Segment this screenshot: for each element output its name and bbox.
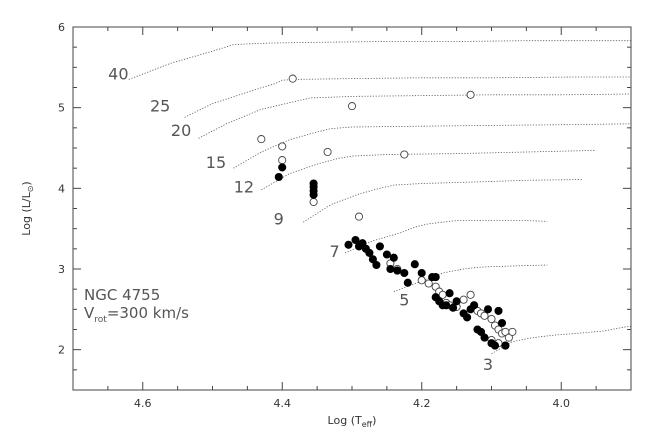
filled-star-point-37 <box>480 333 489 342</box>
filled-star-point-42 <box>497 318 507 328</box>
y-tick-label: 6 <box>58 21 65 34</box>
track-label-5: 5 <box>399 290 409 309</box>
rotation-velocity-sub: rot <box>94 315 107 325</box>
x-tick-label: 4.4 <box>274 397 292 410</box>
filled-star-point-15 <box>382 250 391 259</box>
open-star-point-6 <box>323 147 332 157</box>
filled-star-point-29 <box>449 303 458 312</box>
open-star-point-2 <box>466 90 475 99</box>
track-label-40: 40 <box>108 64 128 83</box>
track-40-msun <box>128 40 631 80</box>
track-label-9: 9 <box>274 210 284 229</box>
open-star-point-20 <box>459 295 468 304</box>
rotation-velocity-symbol: V <box>84 304 95 322</box>
y-tick-label: 2 <box>58 344 65 357</box>
filled-star-point-30 <box>452 297 461 306</box>
y-tick-label: 3 <box>58 263 65 276</box>
rotation-velocity-value: =300 km/s <box>107 304 189 322</box>
x-tick-label: 4.2 <box>413 397 431 410</box>
open-star-point-4 <box>278 142 287 151</box>
open-star-point-1 <box>347 102 357 111</box>
x-axis-title-sub: eff <box>362 420 373 429</box>
y-tick-label: 5 <box>58 102 65 115</box>
y-axis-title-sub: ⊙ <box>26 186 35 193</box>
filled-star-point-38 <box>483 305 493 314</box>
track-label-12: 12 <box>234 177 254 196</box>
x-axis-title-close: ) <box>372 414 376 427</box>
open-star-point-5 <box>278 156 287 165</box>
filled-star-point-44 <box>442 301 451 310</box>
track-20-msun <box>198 93 632 139</box>
filled-star-point-5 <box>309 190 318 199</box>
open-star-point-31 <box>504 333 513 342</box>
y-axis-title-close: ) <box>20 181 33 185</box>
track-label-3: 3 <box>483 355 493 374</box>
x-tick-label: 4.6 <box>134 397 152 410</box>
x-axis: 4.6 4.4 4.2 4.0 <box>72 27 632 410</box>
filled-star-point-16 <box>386 264 395 274</box>
open-star-point-3 <box>257 135 266 144</box>
filled-star-point-24 <box>431 273 440 282</box>
filled-star-point-22 <box>417 268 426 278</box>
filled-star-point-14 <box>375 242 384 251</box>
open-star-point-16 <box>438 290 447 299</box>
open-star-point-9 <box>354 212 364 221</box>
track-label-25: 25 <box>150 97 170 116</box>
filled-star-point-21 <box>410 260 419 269</box>
filled-star-point-1 <box>274 172 283 182</box>
filled-star-point-17 <box>389 253 398 262</box>
filled-star-point-43 <box>501 341 510 350</box>
open-star-point-35 <box>508 327 517 336</box>
x-tick-label: 4.0 <box>553 397 571 410</box>
filled-star-point-36 <box>476 327 486 336</box>
open-star-point-0 <box>288 74 297 83</box>
filled-star-point-32 <box>463 313 472 322</box>
evolutionary-tracks <box>128 40 632 355</box>
filled-star-point-20 <box>403 278 412 287</box>
open-star-point-21 <box>466 290 475 299</box>
cluster-name-label: NGC 4755 <box>84 286 160 304</box>
filled-star-point-40 <box>490 341 500 350</box>
y-axis-title-main: Log (L/L <box>20 191 33 235</box>
y-tick-label: 4 <box>58 182 65 195</box>
filled-star-point-13 <box>372 260 381 270</box>
filled-star-point-6 <box>344 240 353 249</box>
filled-star-point-19 <box>400 268 409 278</box>
open-star-point-13 <box>424 279 433 288</box>
rotation-velocity-label: Vrot=300 km/s <box>84 304 189 325</box>
y-axis-title: Log (L/L⊙) <box>20 181 35 235</box>
filled-star-point-41 <box>494 306 503 315</box>
track-7-msun <box>344 220 548 254</box>
open-star-point-12 <box>417 276 426 285</box>
open-star-point-26 <box>487 314 496 324</box>
track-5-msun <box>393 264 548 292</box>
track-label-7: 7 <box>329 242 339 261</box>
y-axis: 2 3 4 5 6 <box>58 21 631 391</box>
filled-star-point-0 <box>278 163 287 172</box>
track-25-msun <box>184 76 631 118</box>
track-15-msun <box>233 123 632 169</box>
filled-star-point-34 <box>470 301 479 310</box>
filled-star-point-11 <box>365 248 374 257</box>
track-9-msun <box>302 179 583 223</box>
open-star-point-25 <box>480 311 489 320</box>
track-label-15: 15 <box>206 153 226 172</box>
track-12-msun <box>261 150 597 191</box>
filled-star-point-12 <box>368 255 377 264</box>
filled-star-point-28 <box>445 289 454 298</box>
x-axis-title: Log (Teff) <box>328 414 377 429</box>
x-axis-title-main: Log (T <box>328 414 362 427</box>
filled-star-point-7 <box>351 235 360 245</box>
open-star-point-8 <box>309 197 318 207</box>
data-points <box>257 74 517 350</box>
track-label-20: 20 <box>171 121 191 140</box>
open-star-point-7 <box>400 150 409 159</box>
filled-star-point-18 <box>393 266 402 275</box>
